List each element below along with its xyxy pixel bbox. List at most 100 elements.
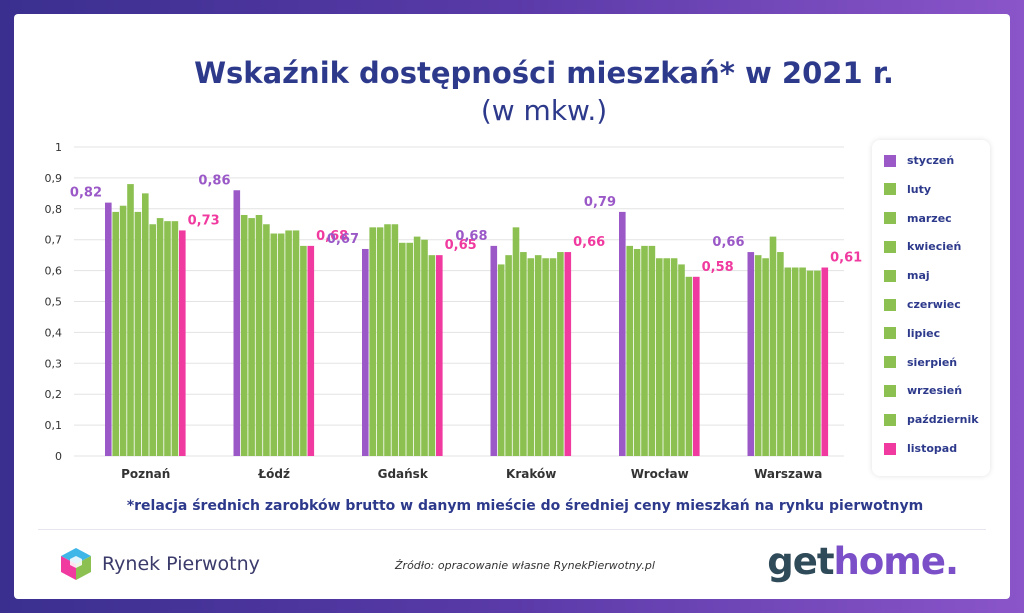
x-category-label: Gdańsk — [378, 467, 429, 481]
bar — [670, 258, 678, 456]
data-label: 0,86 — [198, 173, 230, 188]
legend-label: sierpień — [907, 355, 958, 369]
bar — [179, 230, 186, 456]
bar — [428, 255, 436, 456]
bar — [656, 258, 663, 456]
bar — [406, 242, 413, 456]
y-tick-label: 0,9 — [45, 172, 63, 185]
bar — [490, 245, 498, 456]
y-tick-label: 0,7 — [45, 234, 63, 247]
bar — [777, 252, 784, 456]
legend-swatch — [884, 154, 896, 167]
legend-swatch — [884, 327, 896, 340]
data-label: 0,82 — [70, 186, 102, 201]
chart-title: Wskaźnik dostępności mieszkań* w 2021 r. — [194, 56, 894, 90]
source-note: Źródło: opracowanie własne RynekPierwotn… — [395, 559, 655, 572]
y-tick-label: 0,3 — [45, 357, 63, 370]
bar — [806, 270, 814, 456]
data-label: 0,65 — [445, 238, 477, 253]
legend: styczeń luty marzec kwiecień maj czerwiec lipi… — [872, 140, 990, 476]
rynek-pierwotny-name: Rynek Pierwotny — [102, 553, 260, 575]
bar — [399, 242, 406, 456]
bar — [769, 236, 777, 456]
bar — [300, 245, 307, 456]
bar — [307, 245, 315, 456]
y-axis-ticks: 0 0,1 0,2 0,3 0,4 0,5 0,6 0,7 0,8 0,9 1 — [45, 141, 63, 463]
legend-label: czerwiec — [907, 298, 961, 311]
legend-label: maj — [907, 269, 930, 283]
data-label: 0,58 — [702, 260, 734, 275]
x-axis-labels: Poznań Łódź Gdańsk Kraków Wrocław Warszawa — [121, 467, 822, 481]
bar — [784, 267, 792, 456]
legend-item: październik — [884, 413, 979, 426]
legend-swatch — [884, 384, 896, 397]
bar — [240, 214, 248, 456]
legend-label: marzec — [907, 211, 952, 225]
bar — [142, 193, 149, 456]
bar — [542, 258, 549, 456]
bar — [693, 276, 700, 456]
bar — [814, 270, 821, 456]
legend-label: listopad — [907, 442, 958, 455]
x-category-label: Poznań — [121, 467, 170, 481]
legend-label: kwiecień — [907, 240, 962, 254]
bar — [799, 267, 806, 456]
footnote: *relacja średnich zarobków brutto w dany… — [126, 498, 924, 514]
bar — [255, 214, 263, 456]
bar — [512, 227, 520, 456]
bar — [413, 236, 421, 456]
legend-swatch — [884, 298, 896, 311]
bar — [685, 276, 693, 456]
y-tick-label: 0,1 — [45, 419, 63, 432]
bar — [762, 258, 769, 456]
bar — [549, 258, 557, 456]
legend-item: lipiec — [884, 327, 940, 340]
x-category-label: Wrocław — [631, 467, 689, 481]
data-label: 0,79 — [584, 195, 616, 210]
bar — [112, 211, 119, 456]
rynek-pierwotny-logo: Rynek Pierwotny — [58, 546, 260, 582]
legend-swatch — [884, 356, 896, 369]
gethome-logo-part1: get — [767, 540, 834, 583]
legend-item: maj — [884, 269, 930, 282]
bar — [754, 255, 762, 456]
bar — [391, 224, 399, 456]
data-label: 0,68 — [316, 229, 348, 244]
x-category-label: Kraków — [506, 467, 556, 481]
bar — [164, 221, 171, 456]
legend-swatch — [884, 240, 896, 253]
bar — [436, 255, 443, 456]
bar — [421, 239, 428, 456]
legend-label: styczeń — [907, 154, 955, 167]
legend-item: marzec — [884, 212, 952, 225]
bar — [527, 258, 535, 456]
x-category-label: Łódź — [257, 467, 290, 481]
bar — [557, 252, 564, 456]
y-tick-label: 0,6 — [45, 265, 63, 278]
bar — [134, 211, 142, 456]
bar — [534, 255, 542, 456]
bar — [641, 245, 648, 456]
divider — [38, 529, 986, 530]
legend-label: wrzesień — [907, 384, 963, 398]
bar — [277, 233, 285, 456]
data-label: 0,68 — [455, 229, 487, 244]
y-tick-label: 0,5 — [45, 296, 63, 309]
bar — [285, 230, 292, 456]
bar — [127, 184, 134, 456]
chart-subtitle: (w mkw.) — [480, 94, 608, 127]
bar — [263, 224, 270, 456]
bar — [678, 264, 685, 456]
legend-label: lipiec — [907, 326, 941, 340]
grid-lines — [74, 146, 844, 457]
cube-logo-icon — [61, 548, 91, 580]
bar — [791, 267, 799, 456]
bar — [105, 202, 112, 456]
bar — [626, 245, 633, 456]
legend-swatch — [884, 269, 896, 282]
legend-swatch — [884, 212, 896, 225]
bar — [156, 218, 164, 456]
bar — [270, 233, 278, 456]
bar — [248, 218, 255, 456]
legend-item: czerwiec — [884, 298, 961, 311]
